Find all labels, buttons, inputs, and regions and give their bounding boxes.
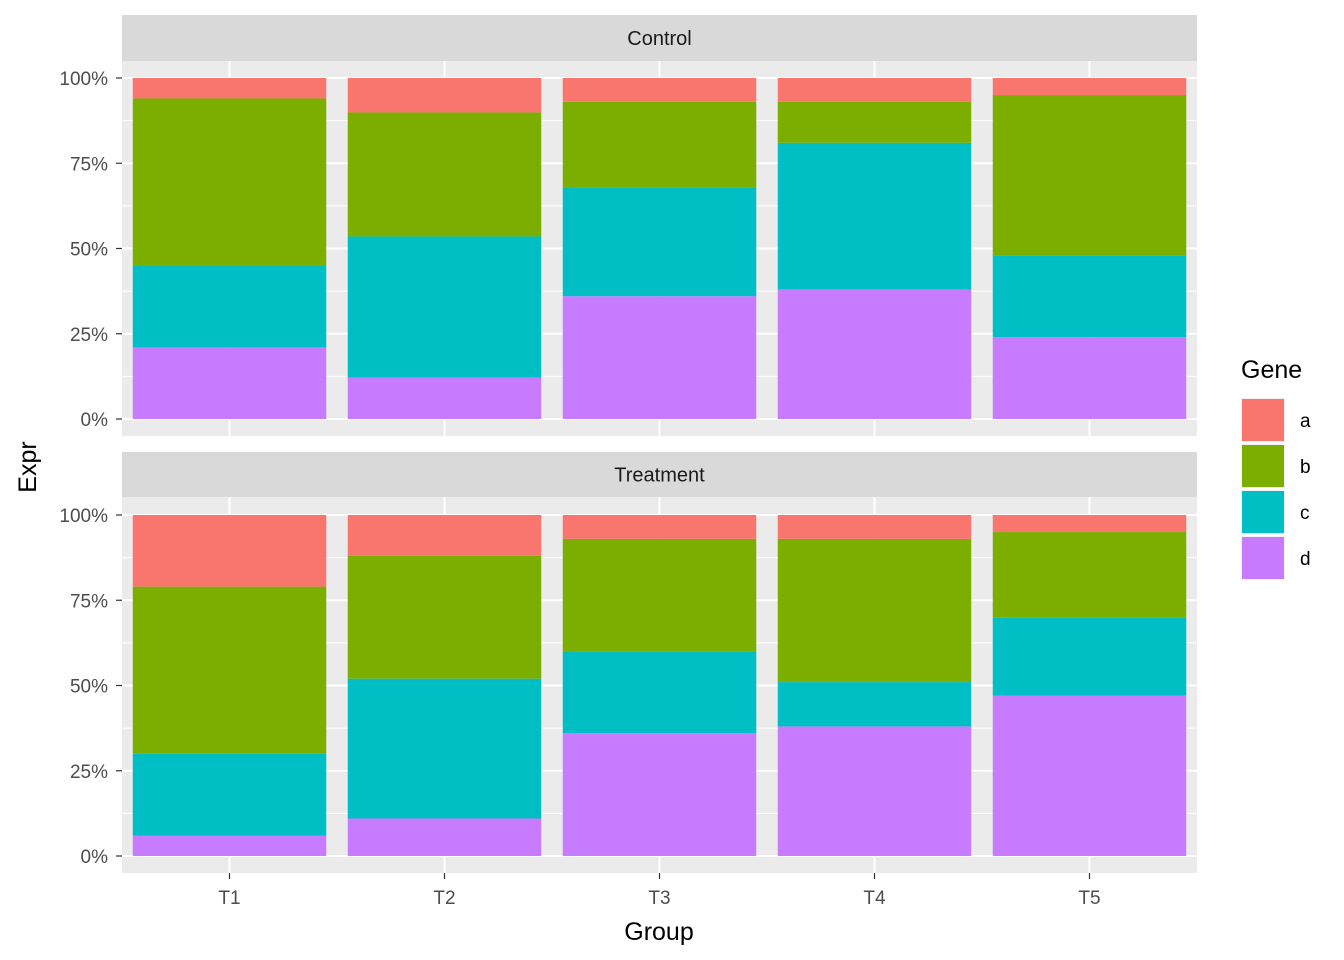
bar-segment-t1-b (132, 586, 327, 754)
bar-segment-t2-b (347, 555, 542, 679)
bar-segment-t3-c (562, 187, 757, 297)
y-tick-label: 100% (59, 506, 108, 527)
legend-key-swatch-d (1242, 537, 1284, 579)
bar-segment-t1-d (132, 835, 327, 856)
y-axis-title: Expr (14, 441, 42, 492)
bar-segment-t4-b (777, 538, 972, 683)
facet-strip-label: Control (627, 28, 691, 50)
bar-segment-t1-a (132, 78, 327, 99)
bar-segment-t1-d (132, 347, 327, 419)
y-tick-label: 50% (70, 677, 108, 698)
x-tick-label: T4 (863, 888, 886, 909)
bar-segment-t5-c (992, 617, 1187, 696)
y-tick-label: 0% (81, 410, 109, 431)
bar-segment-t5-d (992, 337, 1187, 419)
legend-title: Gene (1241, 356, 1302, 384)
bar-segment-t5-a (992, 515, 1187, 533)
bar-segment-t5-a (992, 78, 1187, 96)
legend-key-swatch-a (1242, 399, 1284, 441)
legend-key-label: d (1300, 549, 1311, 570)
bar-segment-t2-c (347, 236, 542, 378)
y-tick-label: 75% (70, 154, 108, 175)
y-tick-label: 0% (81, 847, 109, 868)
bar-segment-t2-d (347, 377, 542, 419)
bar-segment-t3-b (562, 538, 757, 652)
y-tick-label: 25% (70, 325, 108, 346)
facet-treatment: Treatment 0% 25% 50% 75% 100% (59, 452, 1197, 873)
bar-segment-t3-d (562, 296, 757, 419)
bar-segment-t3-a (562, 515, 757, 539)
bar-segment-t1-c (132, 265, 327, 348)
facet-control: Control 0% 25% 50% 75% 100% (59, 15, 1197, 436)
legend-key-label: b (1300, 457, 1311, 478)
x-axis: T1 T2 T3 T4 T5 (218, 873, 1101, 909)
bar-segment-t5-b (992, 532, 1187, 618)
bar-segment-t5-b (992, 95, 1187, 256)
legend-key-label: c (1300, 503, 1310, 524)
facet-strip-label: Treatment (614, 465, 705, 487)
bar-segment-t4-b (777, 101, 972, 143)
bar-segment-t2-a (347, 515, 542, 556)
y-tick-label: 75% (70, 591, 108, 612)
y-tick-label: 50% (70, 240, 108, 261)
legend-keys: a b c d (1241, 398, 1311, 580)
x-tick-label: T5 (1078, 888, 1100, 909)
x-tick-label: T1 (218, 888, 240, 909)
bar-segment-t1-a (132, 515, 327, 587)
facet-strip (122, 452, 1197, 497)
legend-key-swatch-b (1242, 445, 1284, 487)
bar-segment-t4-a (777, 515, 972, 539)
bar-segment-t4-c (777, 682, 972, 727)
bar-segment-t1-b (132, 98, 327, 266)
bar-segment-t3-a (562, 78, 757, 102)
bar-segment-t4-d (777, 726, 972, 856)
bar-segment-t3-c (562, 651, 757, 734)
x-axis-title: Group (624, 918, 693, 946)
bar-segment-t2-d (347, 818, 542, 856)
bar-segment-t2-b (347, 112, 542, 237)
bar-segment-t2-a (347, 78, 542, 113)
legend: Gene a b c d (1241, 356, 1311, 580)
legend-key-label: a (1300, 411, 1311, 432)
bar-segment-t4-d (777, 289, 972, 419)
bar-segment-t4-a (777, 78, 972, 102)
bar-segment-t5-c (992, 255, 1187, 338)
facet-panels: Control 0% 25% 50% 75% 100% Treatment 0% 25% 50% 7… (59, 15, 1197, 873)
bar-segment-t5-d (992, 695, 1187, 856)
y-tick-label: 100% (59, 69, 108, 90)
legend-key-swatch-c (1242, 491, 1284, 533)
bar-segment-t4-c (777, 142, 972, 290)
x-tick-label: T2 (433, 888, 455, 909)
x-tick-label: T3 (648, 888, 670, 909)
bar-segment-t2-c (347, 678, 542, 819)
bar-segment-t3-b (562, 101, 757, 188)
bar-segment-t3-d (562, 733, 757, 856)
facet-strip (122, 15, 1197, 61)
bar-segment-t1-c (132, 753, 327, 836)
y-tick-label: 25% (70, 762, 108, 783)
